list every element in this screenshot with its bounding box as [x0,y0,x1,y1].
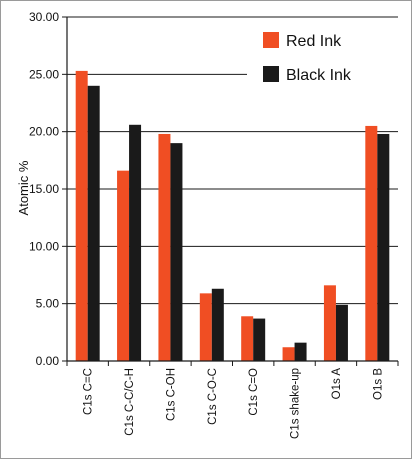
bar-red-ink [158,133,171,361]
x-tick-label: O1s A [331,368,343,400]
bar-black-ink [170,143,183,361]
bar-red-ink [241,316,254,361]
bar-black-ink [87,85,100,362]
y-tick-label: 25.00 [29,67,59,81]
bar-black-ink [129,124,142,361]
bar-red-ink [323,285,336,361]
bars [75,70,390,362]
y-tick-label: 0.00 [36,354,60,368]
x-tick-label: C1s C=C [83,368,95,415]
y-axis-label: Atomic % [16,160,31,215]
legend-swatch [263,66,279,82]
y-tick-label: 20.00 [29,125,59,139]
bar-black-ink [335,304,348,361]
bar-red-ink [199,293,212,361]
axes [66,17,399,366]
y-tick-labels: 0.00 5.00 10.00 15.00 20.00 25.00 30.00 [29,10,59,368]
legend-swatch [263,32,279,48]
bar-black-ink [377,133,390,361]
x-tick-label: C1s C-OH [165,368,177,421]
bar-black-ink [294,342,307,361]
x-tick-label: C1s shake-up [290,368,302,439]
bar-red-ink [117,170,130,361]
x-tick-label: C1s C-C/C-H [124,368,136,436]
legend-label: Black Ink [286,67,352,84]
y-tick-label: 15.00 [29,182,59,196]
bar-red-ink [75,70,88,361]
y-tick-label: 30.00 [29,10,59,24]
legend: Red Ink Black Ink [263,32,352,84]
legend-label: Red Ink [286,33,342,50]
x-tick-label: O1s B [372,368,384,400]
y-tick-label: 5.00 [36,297,60,311]
x-tick-labels: C1s C=C C1s C-C/C-H C1s C-OH C1s C-O-C C1s C… [83,368,385,439]
bar-black-ink [211,288,224,361]
bar-red-ink [282,347,295,361]
x-tick-label: C1s C-O-C [207,368,219,425]
bar-black-ink [253,318,266,361]
y-tick-label: 10.00 [29,239,59,253]
bar-red-ink [365,125,378,361]
x-tick-label: C1s C=O [248,368,260,416]
